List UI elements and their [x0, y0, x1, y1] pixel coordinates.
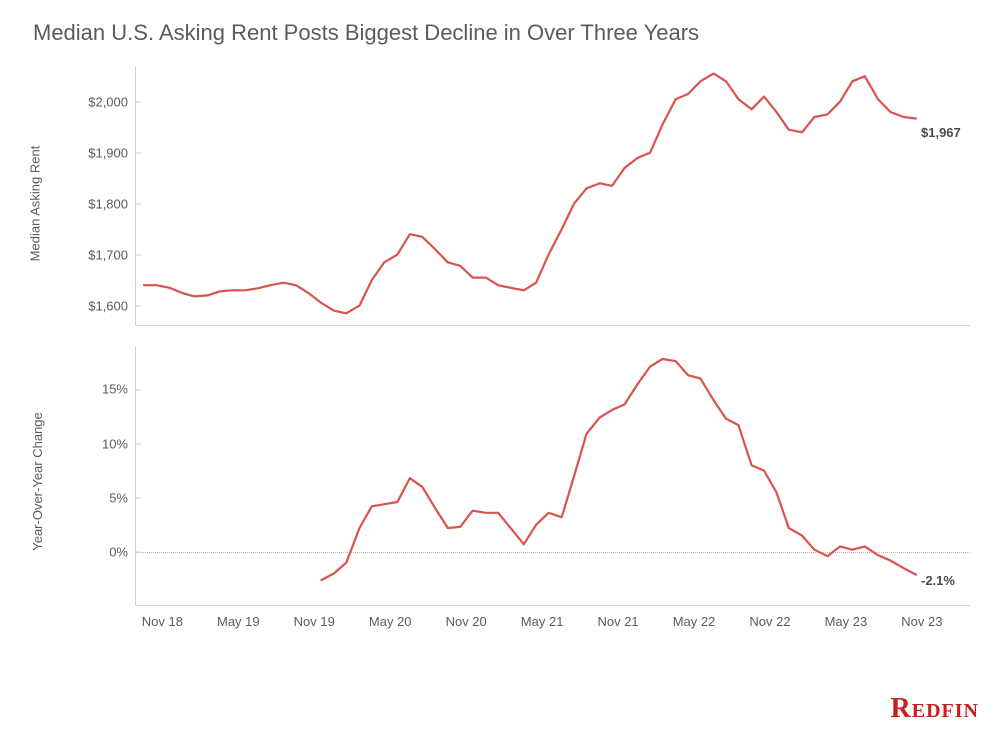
y-axis-label-top: Median Asking Rent	[27, 146, 42, 262]
y-tick-label: $1,600	[88, 298, 136, 313]
y-tick-label: 10%	[102, 436, 136, 451]
bottom-line-series	[136, 346, 971, 606]
end-label-bottom: -2.1%	[921, 573, 955, 588]
chart-title: Median U.S. Asking Rent Posts Biggest De…	[33, 20, 992, 46]
x-tick-label: Nov 18	[142, 614, 183, 629]
chart-container: Median U.S. Asking Rent Posts Biggest De…	[0, 0, 1007, 739]
bottom-panel: 0%5%10%15% -2.1%	[135, 346, 970, 606]
x-axis-ticks: Nov 18 May 19 Nov 19 May 20 Nov 20 May 21 Nov …	[135, 614, 970, 634]
top-panel: $1,600$1,700$1,800$1,900$2,000 $1,967	[135, 66, 970, 326]
x-tick-label: May 23	[825, 614, 868, 629]
y-tick-label: $2,000	[88, 94, 136, 109]
y-tick-label: 15%	[102, 382, 136, 397]
x-tick-label: May 22	[673, 614, 716, 629]
chart-area: Median Asking Rent Year-Over-Year Change…	[25, 56, 985, 676]
x-tick-label: Nov 22	[749, 614, 790, 629]
redfin-logo: Redfin	[891, 693, 979, 725]
y-tick-label: 5%	[109, 490, 136, 505]
y-tick-label: $1,800	[88, 196, 136, 211]
end-label-top: $1,967	[921, 125, 961, 140]
y-tick-label: 0%	[109, 544, 136, 559]
x-tick-label: May 19	[217, 614, 260, 629]
y-tick-label: $1,900	[88, 145, 136, 160]
y-tick-label: $1,700	[88, 247, 136, 262]
x-tick-label: Nov 21	[597, 614, 638, 629]
x-tick-label: May 20	[369, 614, 412, 629]
top-line-series	[136, 66, 971, 326]
x-tick-label: Nov 23	[901, 614, 942, 629]
y-axis-label-bottom: Year-Over-Year Change	[30, 412, 45, 551]
x-tick-label: Nov 20	[446, 614, 487, 629]
x-tick-label: Nov 19	[294, 614, 335, 629]
x-tick-label: May 21	[521, 614, 564, 629]
